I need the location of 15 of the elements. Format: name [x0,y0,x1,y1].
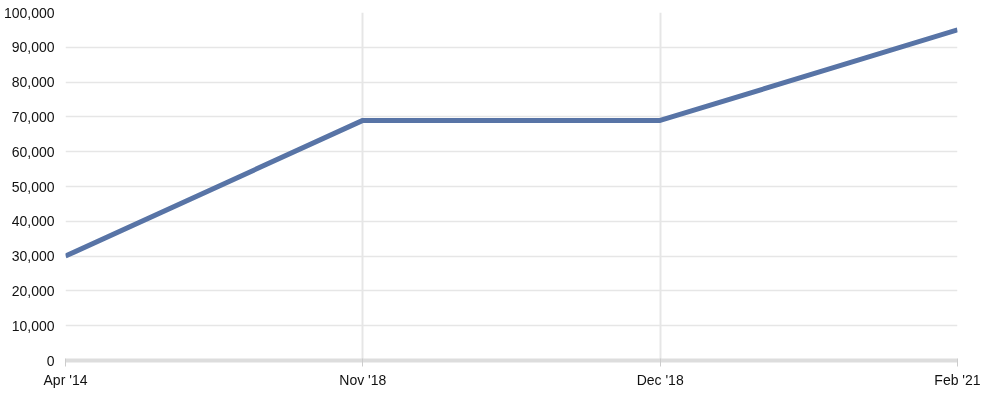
y-tick-label: 0 [46,352,55,369]
y-tick-label: 40,000 [11,213,55,230]
y-tick-label: 70,000 [11,108,55,125]
y-tick-label: 10,000 [11,317,55,334]
y-tick-label: 80,000 [11,74,55,91]
y-tick-label: 20,000 [11,282,55,299]
y-tick-label: 60,000 [11,143,55,160]
x-tick-label: Feb '21 [934,371,981,388]
y-tick-label: 90,000 [11,39,55,56]
x-tick-label: Apr '14 [43,371,88,388]
y-tick-label: 30,000 [11,248,55,265]
y-tick-label: 100,000 [3,4,55,21]
y-tick-label: 50,000 [11,178,55,195]
x-tick-label: Dec '18 [636,371,684,388]
x-tick-label: Nov '18 [339,371,387,388]
